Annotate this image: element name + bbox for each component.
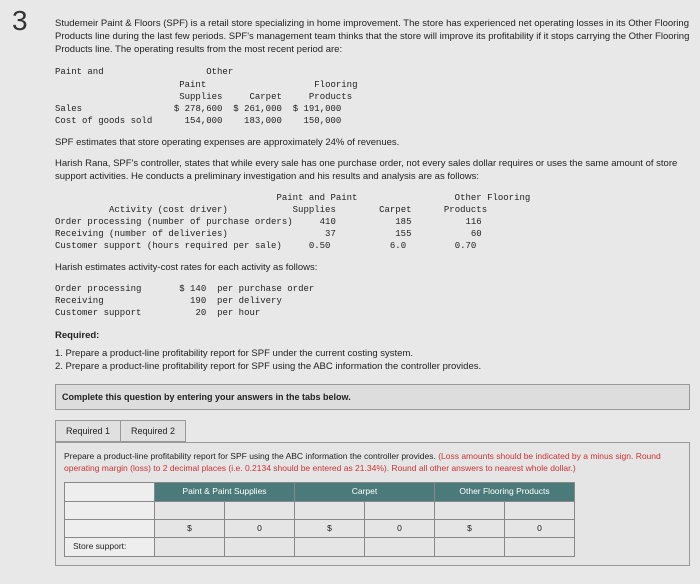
v: 116	[466, 217, 482, 227]
cell[interactable]: 0	[505, 519, 575, 537]
intro-text: Studemeir Paint & Floors (SPF) is a reta…	[55, 18, 690, 56]
v: $ 278,600	[174, 104, 223, 114]
v: 0.50	[309, 241, 331, 251]
l: Sales	[55, 104, 82, 114]
answer-table: Paint & Paint Supplies Carpet Other Floo…	[64, 482, 575, 556]
cell[interactable]: 0	[225, 519, 295, 537]
required-heading: Required:	[55, 330, 690, 343]
l: Receiving	[55, 296, 104, 306]
question-number: 3	[12, 5, 28, 37]
store-support-label: Store support:	[65, 538, 155, 556]
cell[interactable]	[225, 538, 295, 556]
u: per delivery	[217, 296, 282, 306]
instruction-box: Complete this question by entering your …	[55, 384, 690, 410]
h: Activity (cost driver)	[109, 205, 228, 215]
h: Other Flooring	[455, 193, 531, 203]
operating-results-table: Paint and Other Paint Flooring Supplies …	[55, 66, 690, 127]
l: Receiving (number of deliveries)	[55, 229, 228, 239]
l: Customer support (hours required per sal…	[55, 241, 282, 251]
v: $ 140	[179, 284, 206, 294]
h: Flooring	[314, 80, 357, 90]
l: Order processing	[55, 284, 141, 294]
cell[interactable]	[505, 501, 575, 519]
cost-rates-table: Order processing $ 140 per purchase orde…	[55, 283, 690, 319]
h: Paint and	[55, 67, 104, 77]
activity-table: Paint and Paint Other Flooring Activity …	[55, 192, 690, 253]
cell[interactable]	[295, 538, 365, 556]
cell[interactable]	[505, 538, 575, 556]
tab-note-a: Prepare a product-line profitability rep…	[64, 451, 438, 461]
v: 60	[471, 229, 482, 239]
v: 183,000	[244, 116, 282, 126]
cell[interactable]	[365, 538, 435, 556]
para-controller: Harish Rana, SPF's controller, states th…	[55, 158, 690, 184]
para-operating-expenses: SPF estimates that store operating expen…	[55, 137, 690, 150]
blank-row-label[interactable]	[65, 519, 155, 537]
v: $ 191,000	[293, 104, 342, 114]
h: Other	[206, 67, 233, 77]
para-cost-rates: Harish estimates activity-cost rates for…	[55, 262, 690, 275]
v: 6.0	[390, 241, 406, 251]
u: per hour	[217, 308, 260, 318]
v: 0.70	[455, 241, 477, 251]
v: 150,000	[303, 116, 341, 126]
tab-note: Prepare a product-line profitability rep…	[64, 451, 681, 474]
h: Carpet	[379, 205, 411, 215]
col-paint: Paint & Paint Supplies	[155, 483, 295, 501]
h: Paint	[179, 80, 206, 90]
cell[interactable]	[435, 538, 505, 556]
v: 37	[325, 229, 336, 239]
cell[interactable]	[295, 501, 365, 519]
col-carpet: Carpet	[295, 483, 435, 501]
required-2: 2. Prepare a product-line profitability …	[55, 361, 690, 374]
h: Supplies	[179, 92, 222, 102]
tab-content: Prepare a product-line profitability rep…	[55, 442, 690, 565]
cell[interactable]: $	[155, 519, 225, 537]
l: Cost of goods sold	[55, 116, 152, 126]
cell[interactable]	[435, 501, 505, 519]
cell[interactable]: $	[295, 519, 365, 537]
cell[interactable]: 0	[365, 519, 435, 537]
l: Customer support	[55, 308, 141, 318]
cell[interactable]	[225, 501, 295, 519]
blank-row-label[interactable]	[65, 501, 155, 519]
tab-required-2[interactable]: Required 2	[121, 420, 186, 442]
h: Products	[444, 205, 487, 215]
v: 410	[320, 217, 336, 227]
content-area: Studemeir Paint & Floors (SPF) is a reta…	[55, 0, 690, 566]
v: 190	[190, 296, 206, 306]
u: per purchase order	[217, 284, 314, 294]
h: Products	[309, 92, 352, 102]
v: $ 261,000	[233, 104, 282, 114]
col-other: Other Flooring Products	[435, 483, 575, 501]
v: 185	[395, 217, 411, 227]
corner	[65, 483, 155, 501]
l: Order processing (number of purchase ord…	[55, 217, 293, 227]
cell[interactable]	[155, 501, 225, 519]
cell[interactable]	[365, 501, 435, 519]
tabs: Required 1 Required 2	[55, 420, 690, 442]
h: Paint and Paint	[276, 193, 357, 203]
required-1: 1. Prepare a product-line profitability …	[55, 348, 690, 361]
v: 154,000	[185, 116, 223, 126]
h: Supplies	[293, 205, 336, 215]
v: 20	[195, 308, 206, 318]
h: Carpet	[249, 92, 281, 102]
cell[interactable]: $	[435, 519, 505, 537]
v: 155	[395, 229, 411, 239]
cell[interactable]	[155, 538, 225, 556]
tab-required-1[interactable]: Required 1	[55, 420, 121, 442]
